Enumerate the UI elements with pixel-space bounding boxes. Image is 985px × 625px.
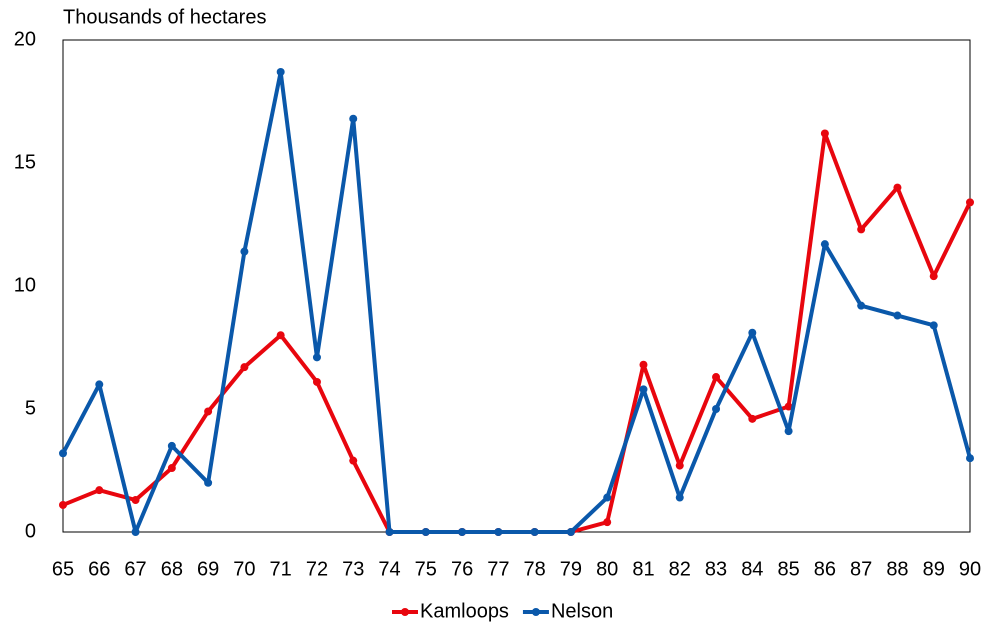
x-tick-label: 89 <box>923 558 945 580</box>
data-point <box>675 461 684 470</box>
data-point <box>95 486 104 495</box>
x-tick-label: 69 <box>197 558 219 580</box>
data-point <box>385 528 394 536</box>
data-point <box>857 301 866 310</box>
data-point <box>204 478 213 487</box>
data-point <box>494 528 503 536</box>
x-tick-label: 88 <box>886 558 908 580</box>
x-tick-label: 73 <box>342 558 364 580</box>
data-point <box>312 377 321 386</box>
data-point <box>95 380 104 389</box>
data-point <box>349 114 358 123</box>
data-point <box>603 493 612 502</box>
x-tick-label: 74 <box>378 558 400 580</box>
x-tick-label: 72 <box>306 558 328 580</box>
data-point <box>240 363 249 372</box>
data-point <box>639 360 648 369</box>
x-tick-label: 68 <box>161 558 183 580</box>
x-tick-label: 75 <box>415 558 437 580</box>
data-point <box>893 183 902 192</box>
x-tick-label: 86 <box>814 558 836 580</box>
legend-label: Kamloops <box>420 600 509 622</box>
data-point <box>748 414 757 423</box>
y-axis-label: Thousands of hectares <box>63 6 266 28</box>
data-point <box>240 247 249 256</box>
x-tick-label: 67 <box>124 558 146 580</box>
data-point <box>131 528 140 536</box>
data-point <box>59 500 67 509</box>
x-tick-label: 65 <box>52 558 74 580</box>
data-point <box>675 493 684 502</box>
data-point <box>784 427 793 436</box>
data-point <box>820 240 829 249</box>
data-point <box>530 528 539 536</box>
data-point <box>893 311 902 320</box>
legend-marker <box>401 608 409 616</box>
data-point <box>312 353 321 362</box>
x-tick-label: 87 <box>850 558 872 580</box>
x-tick-label: 70 <box>233 558 255 580</box>
x-tick-label: 71 <box>270 558 292 580</box>
x-tick-label: 81 <box>632 558 654 580</box>
data-point <box>59 449 67 458</box>
data-point <box>167 464 176 473</box>
data-point <box>204 407 213 416</box>
data-point <box>929 272 938 281</box>
data-point <box>639 385 648 394</box>
x-tick-label: 76 <box>451 558 473 580</box>
data-point <box>966 198 974 207</box>
data-point <box>349 456 358 465</box>
data-point <box>603 518 612 527</box>
data-point <box>857 225 866 234</box>
legend-label: Nelson <box>551 600 613 622</box>
y-tick-label: 20 <box>14 28 36 50</box>
x-tick-label: 78 <box>524 558 546 580</box>
data-point <box>276 331 285 340</box>
x-tick-label: 79 <box>560 558 582 580</box>
y-tick-label: 10 <box>14 274 36 296</box>
y-tick-label: 15 <box>14 151 36 173</box>
x-tick-label: 85 <box>777 558 799 580</box>
plot-frame <box>62 39 971 533</box>
x-tick-label: 90 <box>959 558 981 580</box>
data-point <box>421 528 430 536</box>
data-point <box>131 496 140 505</box>
data-point <box>929 321 938 330</box>
y-tick-label: 0 <box>25 520 36 542</box>
series-line <box>61 69 972 534</box>
x-tick-label: 84 <box>741 558 763 580</box>
data-point <box>748 328 757 337</box>
legend-marker <box>531 608 540 616</box>
x-tick-label: 66 <box>88 558 110 580</box>
data-point <box>458 528 467 536</box>
x-tick-label: 77 <box>487 558 509 580</box>
data-point <box>966 454 974 463</box>
x-tick-label: 82 <box>669 558 691 580</box>
data-point <box>712 373 721 382</box>
x-tick-label: 80 <box>596 558 618 580</box>
x-tick-label: 83 <box>705 558 727 580</box>
data-point <box>784 402 793 411</box>
data-point <box>167 441 176 450</box>
data-point <box>712 405 721 413</box>
data-point <box>276 67 285 76</box>
data-point <box>566 528 575 536</box>
data-point <box>820 129 829 138</box>
y-tick-label: 5 <box>25 397 36 419</box>
